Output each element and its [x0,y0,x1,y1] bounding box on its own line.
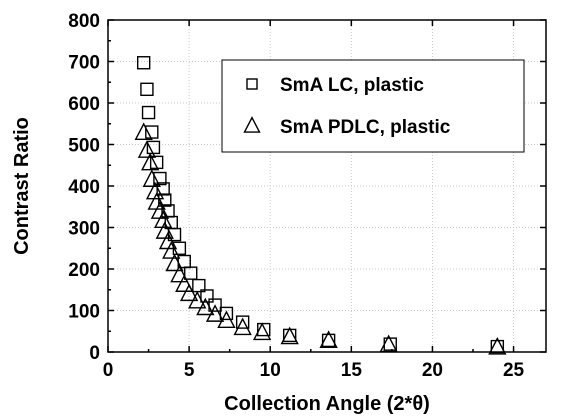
y-tick-label: 100 [68,302,100,323]
legend-entry-label: SmA LC, plastic [280,75,424,96]
data-point-square [158,193,172,207]
legend-entry-label: SmA PDLC, plastic [280,117,451,138]
data-point-triangle [175,274,194,292]
data-point-square [219,306,234,321]
data-point-square [192,278,206,293]
x-tick-label: 15 [341,360,363,381]
x-axis-label: Collection Angle (2*θ) [224,393,430,415]
legend-box [221,59,525,153]
data-point-triangle [280,326,299,345]
y-tick-label: 400 [68,177,100,198]
data-point-triangle [205,304,225,322]
data-series [134,56,507,355]
legend: SmA LC, plastic SmA PDLC, plastic [221,59,525,153]
data-point-triangle [162,241,181,259]
data-point-square [141,105,156,120]
data-point-triangle [488,336,507,355]
data-point-triangle [179,283,199,302]
y-tick-label: 600 [68,94,100,115]
data-point-triangle [134,122,153,141]
x-tick-label: 25 [503,360,525,381]
data-point-square [153,171,167,186]
data-point-triangle [379,334,398,353]
data-point-triangle [141,152,160,171]
y-tick-label: 800 [68,11,100,32]
data-point-square [136,56,151,70]
data-point-square [490,339,505,354]
y-tick-label: 0 [89,343,100,364]
data-point-square [184,266,198,280]
data-point-triangle [217,310,236,329]
data-point-triangle [165,253,184,272]
data-point-triangle [252,322,272,341]
data-point-triangle [142,169,161,187]
data-point-square [321,333,336,348]
data-point-triangle [137,140,157,158]
x-tick-label: 20 [422,360,443,381]
data-point-square [257,322,271,337]
x-tick-label: 5 [184,360,195,381]
data-point-triangle [319,330,338,348]
data-point-square [145,125,159,139]
x-tick-label: 0 [103,360,114,381]
y-tick-label: 700 [68,53,100,74]
data-point-triangle [188,290,207,309]
data-point-triangle [170,264,189,283]
y-tick-label: 200 [68,260,100,281]
y-tick-label: 300 [68,219,100,240]
series-2 [134,122,507,355]
legend-triangle-icon [243,116,261,133]
data-point-square [235,315,250,329]
data-point-triangle [196,297,215,316]
data-point-triangle [145,181,165,200]
axes: 0 5 10 15 20 25 0 100 200 300 400 500 600 700 800 [68,11,547,381]
x-tick-label: 10 [260,360,281,381]
data-point-square [149,155,164,170]
y-tick-label: 500 [68,136,100,157]
legend-square-icon [246,78,258,90]
data-point-square [140,82,154,97]
data-point-triangle [233,317,252,336]
y-axis-label: Contrast Ratio [11,117,33,255]
data-point-square [156,182,170,196]
